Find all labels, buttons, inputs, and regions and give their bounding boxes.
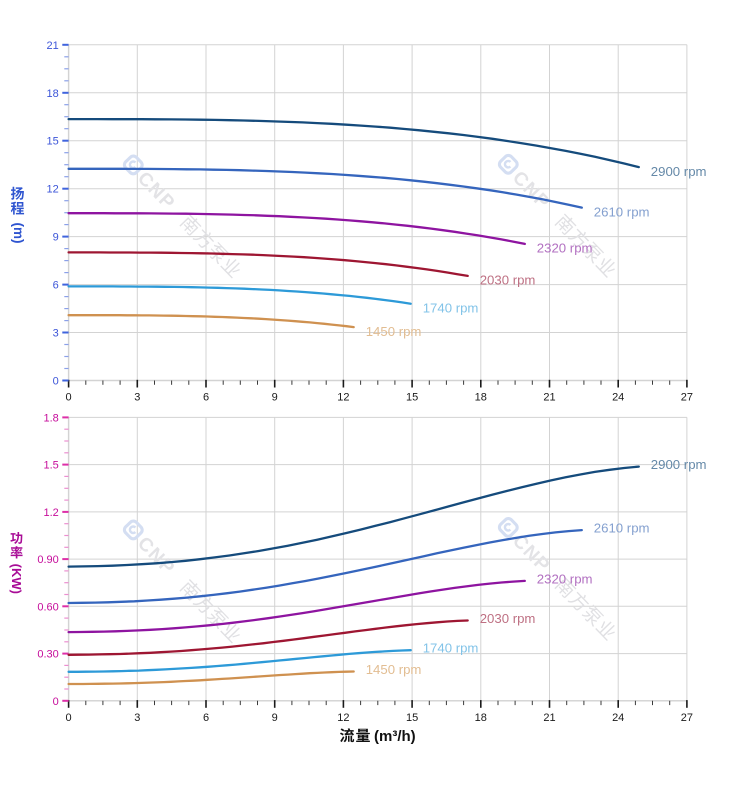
svg-text:2030 rpm: 2030 rpm bbox=[480, 273, 536, 288]
svg-text:21: 21 bbox=[543, 392, 555, 404]
svg-text:24: 24 bbox=[612, 392, 624, 404]
svg-text:2320 rpm: 2320 rpm bbox=[537, 241, 593, 256]
svg-text:1450 rpm: 1450 rpm bbox=[366, 324, 422, 339]
svg-text:24: 24 bbox=[612, 712, 624, 724]
svg-text:3: 3 bbox=[134, 392, 140, 404]
svg-text:2610 rpm: 2610 rpm bbox=[594, 204, 650, 219]
svg-text:0: 0 bbox=[66, 392, 72, 404]
svg-text:9: 9 bbox=[272, 712, 278, 724]
svg-text:0: 0 bbox=[53, 696, 59, 708]
svg-text:2030 rpm: 2030 rpm bbox=[480, 611, 536, 626]
svg-text:0: 0 bbox=[53, 376, 59, 388]
svg-text:27: 27 bbox=[681, 712, 693, 724]
svg-text:9: 9 bbox=[272, 392, 278, 404]
svg-text:18: 18 bbox=[47, 88, 59, 100]
svg-text:3: 3 bbox=[134, 712, 140, 724]
svg-text:3: 3 bbox=[53, 328, 59, 340]
svg-text:6: 6 bbox=[53, 280, 59, 292]
svg-text:0.30: 0.30 bbox=[37, 649, 58, 661]
svg-text:2610 rpm: 2610 rpm bbox=[594, 521, 650, 536]
svg-text:1.5: 1.5 bbox=[44, 460, 59, 472]
svg-text:18: 18 bbox=[475, 712, 487, 724]
svg-text:0.90: 0.90 bbox=[37, 554, 58, 566]
svg-text:9: 9 bbox=[53, 232, 59, 244]
svg-text:15: 15 bbox=[406, 712, 418, 724]
svg-text:12: 12 bbox=[337, 392, 349, 404]
svg-text:1740 rpm: 1740 rpm bbox=[423, 641, 479, 656]
svg-text:0.60: 0.60 bbox=[37, 601, 58, 613]
svg-text:(m³/h): (m³/h) bbox=[374, 728, 416, 745]
svg-text:15: 15 bbox=[406, 392, 418, 404]
svg-text:(m): (m) bbox=[11, 223, 26, 244]
svg-text:27: 27 bbox=[681, 392, 693, 404]
svg-text:(KW): (KW) bbox=[9, 564, 24, 594]
svg-text:12: 12 bbox=[337, 712, 349, 724]
svg-text:15: 15 bbox=[47, 136, 59, 148]
svg-text:1450 rpm: 1450 rpm bbox=[366, 662, 422, 677]
svg-text:2320 rpm: 2320 rpm bbox=[537, 571, 593, 586]
svg-text:21: 21 bbox=[543, 712, 555, 724]
svg-text:0: 0 bbox=[66, 712, 72, 724]
svg-text:1.2: 1.2 bbox=[44, 507, 59, 519]
svg-text:2900 rpm: 2900 rpm bbox=[651, 457, 707, 472]
svg-text:1.8: 1.8 bbox=[44, 412, 59, 424]
svg-text:6: 6 bbox=[203, 392, 209, 404]
svg-text:2900 rpm: 2900 rpm bbox=[651, 164, 707, 179]
svg-text:1740 rpm: 1740 rpm bbox=[423, 300, 479, 315]
svg-text:21: 21 bbox=[47, 40, 59, 52]
svg-text:6: 6 bbox=[203, 712, 209, 724]
svg-text:12: 12 bbox=[47, 184, 59, 196]
svg-text:18: 18 bbox=[475, 392, 487, 404]
